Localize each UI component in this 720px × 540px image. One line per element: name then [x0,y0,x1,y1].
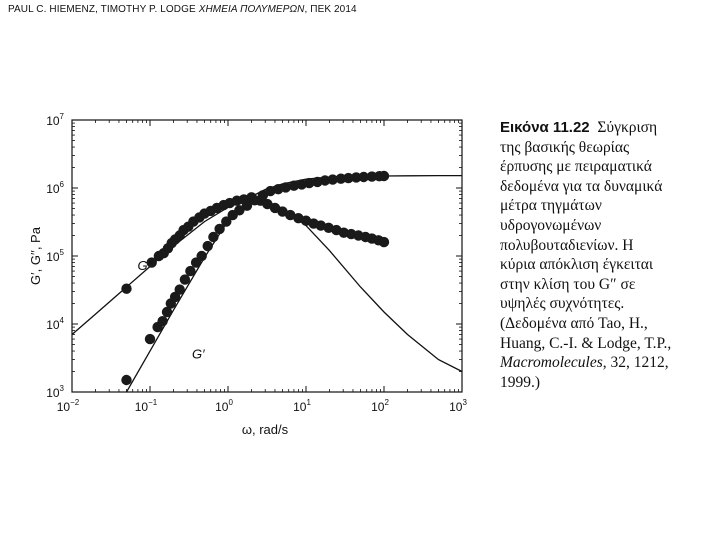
y-tick-label: 104 [46,316,64,332]
data-point [208,231,219,243]
figure-label: Εικόνα 11.22 [500,119,590,136]
data-point [358,171,369,183]
caption-journal: Macromolecules [500,354,603,372]
theory-curve-3 [125,174,462,392]
caption-line-14: 1999.) [500,373,541,391]
data-point [327,174,338,185]
figure-caption: Εικόνα 11.22 Σύγκριση της βασικής θεωρία… [500,118,710,392]
data-point [277,206,288,217]
caption-line-10: υψηλές συχνότητες. [500,295,625,313]
caption-line-2: της βασικής θεωρίας [500,138,630,156]
data-point [315,220,326,231]
data-point [196,250,207,262]
data-point [288,180,300,191]
data-point [265,185,276,197]
caption-line-5: μέτρα τηγμάτων [500,197,602,215]
caption-line-3: έρπυσης με πειραματικά [500,158,652,176]
data-point [343,172,354,184]
data-point [366,171,378,182]
y-tick-label: 105 [46,248,64,264]
data-point [174,284,185,295]
data-point [214,223,225,235]
data-point [285,209,296,221]
caption-line-1: Εικόνα 11.22 Σύγκριση [500,118,710,138]
caption-line-8: κύρια απόκλιση έγκειται [500,256,654,274]
x-tick-label: 10−1 [135,398,158,414]
page-header: PAUL C. HIEMENZ, TIMOTHY P. LODGE ΧΗΜΕΙΑ… [8,4,357,15]
x-tick-label: 102 [371,398,389,414]
caption-line-12: Huang, C.-I. & Lodge, T.P., [500,334,672,352]
plot-frame [71,119,463,393]
caption-line-6: υδρογονωμένων [500,216,602,234]
y-axis-title: G′, G′′, Pa [28,226,43,285]
caption-volume-pages: , 32, 1212, [602,354,669,372]
data-point [234,205,245,216]
data-point [202,240,213,252]
caption-line-13: Macromolecules, 32, 1212, [500,353,710,373]
data-point [221,216,232,227]
data-point [144,333,156,345]
data-point [378,170,390,182]
axis-ticks [71,119,463,393]
data-point [319,175,331,186]
caption-line-9: στην κλίση του G″ σε [500,275,636,293]
data-point [241,200,253,211]
series-label-0: G′′ [137,258,153,273]
x-axis-title: ω, rad/s [242,422,289,437]
theory-curve-2 [72,197,462,373]
data-point [179,274,191,285]
caption-line-7: πολυβουταδιενίων. Η [500,236,634,254]
plot-frame-rect [71,119,463,393]
data-point [121,374,132,386]
caption-text-1: Σύγκριση [597,119,658,136]
data-point [249,195,260,206]
y-tick-label: 103 [46,384,64,400]
y-tick-label: 107 [46,112,64,128]
x-tick-label: 100 [215,398,233,414]
data-point [378,236,390,248]
header-publisher-year: , ΠΕΚ 2014 [304,4,357,15]
header-authors: PAUL C. HIEMENZ, TIMOTHY P. LODGE [8,4,196,15]
data-point [121,283,132,294]
data-point [304,177,315,189]
x-tick-label: 101 [293,398,311,414]
data-point [280,182,291,193]
x-tick-label: 103 [449,398,467,414]
data-point [185,265,196,277]
x-tick-label: 10−2 [57,398,80,414]
caption-line-4: δεδομένα για τα δυναμικά [500,177,663,195]
data-point [323,222,334,233]
data-points [121,170,390,386]
header-book-title: ΧΗΜΕΙΑ ΠΟΛΥΜΕΡΩΝ [198,4,305,15]
series-label-1: G′ [192,346,205,361]
axis-labels: 10−2 10−1 100 101 102 103 103 104 105 106 107 ω, ra… [28,112,467,437]
caption-line-11: (Δεδομένα από Tao, H., [500,314,648,332]
data-point [351,172,362,183]
data-point [157,316,168,327]
data-point [335,173,347,184]
y-tick-label: 106 [46,180,64,196]
data-point [146,257,157,268]
data-point [161,306,173,318]
